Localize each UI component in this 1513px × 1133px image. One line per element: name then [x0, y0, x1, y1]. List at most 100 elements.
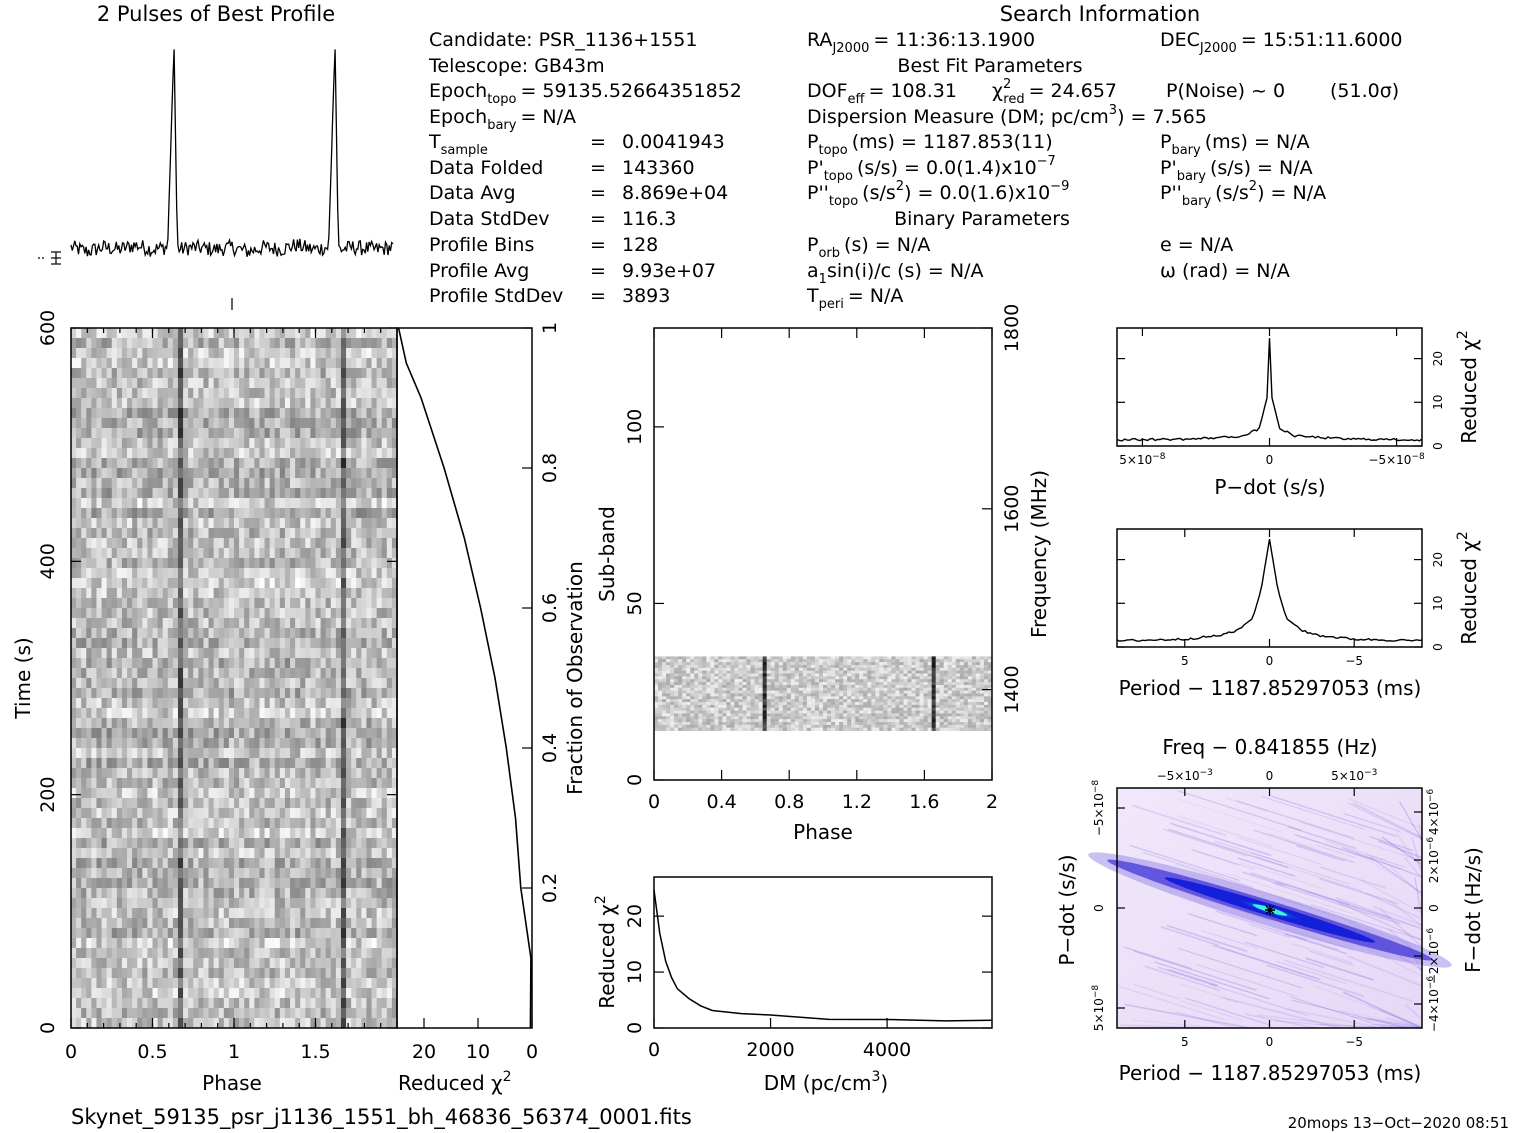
time-phase-cell: [274, 718, 281, 729]
time-phase-cell: [81, 768, 87, 779]
time-phase-cell: [106, 638, 113, 649]
time-phase-cell: [244, 478, 250, 489]
time-phase-cell: [361, 538, 367, 549]
time-phase-cell: [284, 658, 291, 669]
time-phase-cell: [239, 738, 245, 749]
time-phase-cell: [167, 968, 174, 979]
time-phase-cell: [96, 688, 102, 699]
time-phase-cell: [162, 558, 169, 569]
time-phase-cell: [142, 808, 148, 819]
time-phase-cell: [264, 968, 271, 979]
time-phase-cell: [356, 358, 362, 369]
time-phase-cell: [376, 948, 383, 959]
time-phase-cell: [106, 908, 113, 919]
time-phase-cell: [325, 448, 332, 459]
subband-cell: [814, 656, 820, 660]
time-phase-cell: [254, 538, 260, 549]
time-phase-cell: [351, 578, 357, 589]
time-phase-cell: [132, 898, 138, 909]
time-phase-cell: [335, 638, 342, 649]
time-phase-cell: [366, 618, 372, 629]
subband-cell: [847, 656, 852, 660]
time-phase-cell: [177, 378, 184, 389]
time-phase-cell: [96, 998, 102, 1009]
time-phase-cell: [249, 488, 255, 499]
time-phase-cell: [213, 1008, 220, 1019]
time-phase-cell: [361, 638, 367, 649]
time-phase-cell: [147, 638, 153, 649]
time-phase-cell: [356, 688, 362, 699]
time-phase-cell: [101, 718, 108, 729]
time-phase-cell: [213, 378, 220, 389]
time-phase-cell: [183, 698, 189, 709]
time-phase-cell: [279, 458, 286, 469]
time-phase-cell: [91, 928, 97, 939]
time-phase-cell: [391, 728, 398, 739]
time-phase-cell: [264, 648, 271, 659]
time-phase-cell: [244, 648, 250, 659]
time-phase-cell: [254, 408, 260, 419]
time-phase-cell: [300, 928, 306, 939]
time-phase-cell: [172, 398, 179, 409]
time-phase-cell: [142, 768, 148, 779]
time-phase-cell: [162, 588, 169, 599]
time-phase-cell: [172, 448, 179, 459]
time-phase-cell: [310, 898, 316, 909]
subband-cell: [979, 664, 985, 669]
time-phase-cell: [386, 868, 393, 879]
time-phase-cell: [249, 508, 255, 519]
time-phase-cell: [183, 478, 189, 489]
time-phase-cell: [223, 898, 230, 909]
time-phase-cell: [116, 648, 123, 659]
time-phase-cell: [127, 418, 133, 429]
time-phase-cell: [81, 328, 87, 339]
time-phase-cell: [167, 478, 174, 489]
time-phase-cell: [361, 398, 367, 409]
info-row-key: Data StdDev: [429, 208, 550, 230]
time-phase-cell: [81, 808, 87, 819]
subband-cell: [694, 659, 699, 663]
time-phase-cell: [300, 448, 306, 459]
time-phase-cell: [264, 378, 271, 389]
time-phase-cell: [106, 818, 113, 829]
time-phase-cell: [234, 668, 240, 679]
time-phase-cell: [346, 768, 352, 779]
time-phase-cell: [162, 988, 169, 999]
time-phase-cell: [356, 698, 362, 709]
time-phase-cell: [371, 988, 378, 999]
time-phase-cell: [228, 328, 235, 339]
time-phase-cell: [371, 978, 378, 989]
time-phase-cell: [315, 898, 321, 909]
time-phase-cell: [346, 418, 352, 429]
time-phase-cell: [376, 538, 383, 549]
time-phase-cell: [320, 748, 327, 759]
time-phase-cell: [340, 328, 347, 339]
time-phase-cell: [127, 448, 133, 459]
chi-tick-label: 20: [412, 1041, 436, 1063]
subband-cell: [682, 667, 687, 672]
time-phase-cell: [76, 668, 82, 679]
time-phase-cell: [346, 658, 352, 669]
time-phase-cell: [325, 998, 332, 1009]
time-phase-cell: [71, 558, 77, 569]
time-phase-cell: [101, 898, 108, 909]
time-phase-cell: [239, 358, 245, 369]
time-phase-cell: [71, 608, 77, 619]
time-phase-cell: [254, 958, 260, 969]
subband-cell: [674, 656, 679, 660]
time-phase-cell: [121, 408, 128, 419]
time-phase-cell: [264, 508, 271, 519]
time-phase-cell: [147, 678, 153, 689]
time-phase-cell: [127, 858, 133, 869]
subband-cell: [979, 659, 985, 663]
time-phase-cell: [116, 328, 123, 339]
time-phase-cell: [223, 808, 230, 819]
time-phase-cell: [127, 998, 133, 1009]
time-phase-cell: [96, 548, 102, 559]
time-phase-cell: [356, 328, 362, 339]
time-phase-cell: [356, 988, 362, 999]
time-phase-cell: [121, 978, 128, 989]
time-phase-cell: [376, 648, 383, 659]
subband-cell: [758, 656, 764, 660]
time-phase-cell: [71, 538, 77, 549]
